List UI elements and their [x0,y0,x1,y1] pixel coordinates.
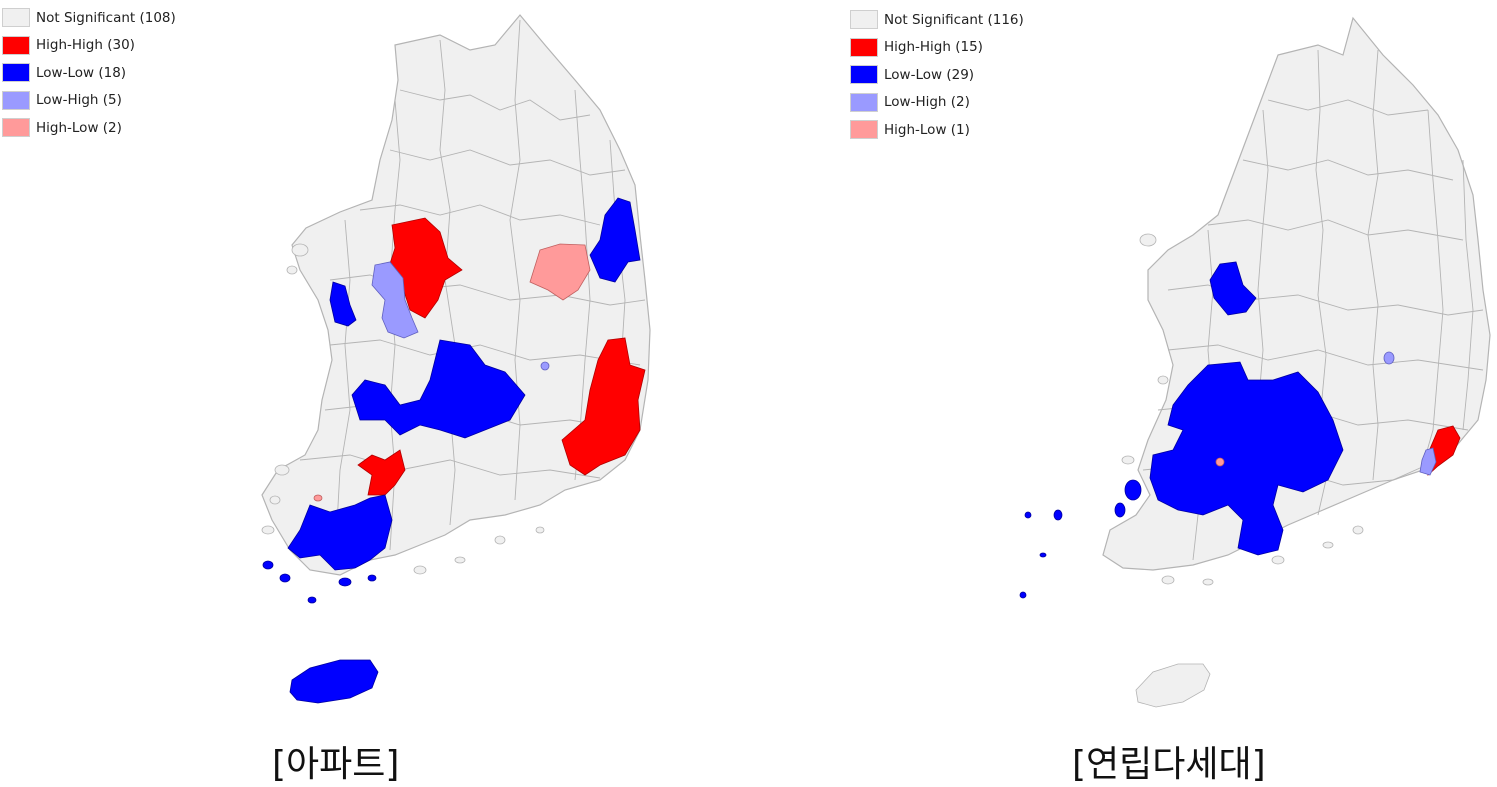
legend-item-not-significant: Not Significant (108) [2,4,176,32]
map-legend: Not Significant (116) High-High (15) Low… [850,6,1024,144]
legend-swatch [2,90,30,110]
coastal-islands [261,243,545,575]
low-high-regions [371,261,550,371]
map-panel-rowhouse: Not Significant (116) High-High (15) Low… [848,0,1497,785]
legend-swatch [2,63,30,83]
legend-label: Low-High (2) [884,94,970,111]
legend-item-low-low: Low-Low (29) [850,61,1024,89]
map-panel-apartment: Not Significant (108) High-High (30) Low… [0,0,740,785]
legend-item-high-high: High-High (30) [2,32,176,60]
map-caption: [연립다세대] [1072,744,1266,785]
legend-swatch [2,35,30,55]
legend-label: Low-Low (18) [36,64,127,81]
legend-swatch [850,65,878,85]
legend-item-low-high: Low-High (2) [850,89,1024,117]
choropleth-map-apartment [261,14,651,704]
legend-swatch [850,10,878,30]
map-legend: Not Significant (108) High-High (30) Low… [2,4,176,142]
legend-label: High-Low (2) [36,119,122,136]
coastal-islands [1121,233,1364,708]
mainland-region [261,14,651,576]
map-caption: [아파트] [272,744,400,785]
legend-label: Not Significant (108) [36,9,176,26]
legend-swatch [850,92,878,112]
legend-swatch [850,120,878,140]
legend-swatch [850,37,878,57]
legend-item-low-low: Low-Low (18) [2,59,176,87]
legend-item-high-low: High-Low (2) [2,114,176,142]
legend-label: Not Significant (116) [884,11,1024,28]
legend-label: Low-High (5) [36,92,122,109]
legend-label: High-Low (1) [884,121,970,138]
choropleth-map-rowhouse [1019,16,1491,708]
low-low-regions [1019,261,1344,599]
legend-swatch [2,8,30,28]
legend-item-high-low: High-Low (1) [850,116,1024,144]
low-high-regions [1383,351,1437,476]
legend-label: High-High (30) [36,37,135,54]
legend-item-high-high: High-High (15) [850,34,1024,62]
legend-swatch [2,118,30,138]
high-low-regions [1215,457,1225,467]
high-low-regions [313,243,591,502]
high-high-regions [357,217,646,496]
low-low-regions [262,197,641,704]
legend-item-not-significant: Not Significant (116) [850,6,1024,34]
legend-label: Low-Low (29) [884,66,975,83]
legend-label: High-High (15) [884,39,983,56]
legend-item-low-high: Low-High (5) [2,87,176,115]
